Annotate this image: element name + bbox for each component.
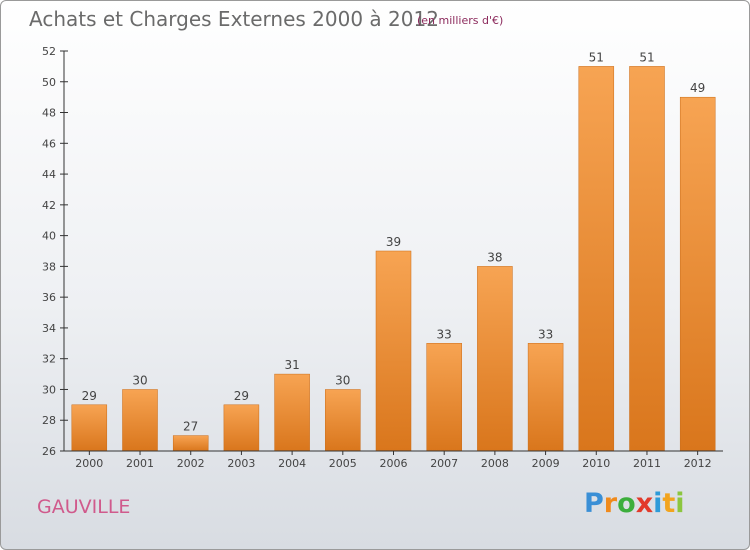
x-tick-label-2000: 2000 (75, 457, 103, 470)
x-tick-label-2009: 2009 (532, 457, 560, 470)
y-tick-label-48: 48 (42, 107, 56, 120)
y-tick-label-50: 50 (42, 76, 56, 89)
bar-2010 (578, 66, 615, 452)
value-labels-group: 29 30 27 29 31 30 39 33 38 33 51 51 49 (82, 50, 706, 433)
bar-2002 (172, 435, 209, 452)
bar-2011 (629, 66, 665, 452)
logo-letter: P (584, 488, 604, 519)
bar-2001 (122, 389, 158, 452)
bar-2009 (527, 343, 564, 452)
y-tick-label-30: 30 (42, 383, 56, 396)
logo-letter: t (662, 488, 676, 519)
bar-2012 (679, 96, 716, 452)
bar-2007 (426, 343, 462, 452)
logo-letter: i (675, 488, 685, 519)
x-axis: 2000 2001 2002 2003 2004 2005 2006 2007 2008 2009… (64, 450, 723, 470)
bars-group (71, 66, 716, 452)
x-tick-label-2002: 2002 (177, 457, 205, 470)
proxiti-logo: Proxiti (584, 488, 685, 519)
bar-2004 (274, 373, 310, 452)
y-tick-label-40: 40 (42, 230, 56, 243)
y-tick-label-42: 42 (42, 199, 56, 212)
logo-letter: x (635, 488, 654, 519)
logo-letter: i (653, 488, 663, 519)
y-axis: 26 28 30 32 34 36 38 40 42 44 46 48 50 52 (42, 45, 68, 458)
y-tick-label-38: 38 (42, 260, 56, 273)
y-tick-label-28: 28 (42, 414, 56, 427)
bar-2006 (375, 250, 412, 452)
logo-letter: o (617, 488, 636, 519)
bar-2003 (223, 404, 260, 452)
value-label-2003: 29 (234, 389, 249, 403)
chart-title: Achats et Charges Externes 2000 à 2012 (29, 7, 439, 31)
y-tick-label-26: 26 (42, 445, 56, 458)
value-label-2006: 39 (386, 235, 401, 249)
value-label-2002: 27 (183, 420, 198, 434)
commune-name: GAUVILLE (37, 496, 131, 518)
y-tick-label-46: 46 (42, 137, 56, 150)
value-label-2007: 33 (437, 327, 452, 341)
y-tick-label-36: 36 (42, 291, 56, 304)
y-tick-label-32: 32 (42, 353, 56, 366)
x-tick-label-2003: 2003 (227, 457, 255, 470)
chart-subtitle: (en milliers d'€) (417, 14, 504, 27)
y-tick-label-44: 44 (42, 168, 56, 181)
x-tick-label-2001: 2001 (126, 457, 154, 470)
value-label-2004: 31 (284, 358, 299, 372)
value-label-2011: 51 (639, 50, 654, 64)
bar-2000 (71, 404, 108, 452)
x-tick-label-2005: 2005 (329, 457, 357, 470)
y-tick-label-52: 52 (42, 45, 56, 58)
x-tick-label-2011: 2011 (633, 457, 661, 470)
bar-2005 (325, 389, 361, 452)
value-label-2010: 51 (589, 50, 604, 64)
value-label-2008: 38 (487, 250, 502, 264)
value-label-2005: 30 (335, 374, 350, 388)
logo-letter: r (603, 488, 618, 519)
x-tick-label-2012: 2012 (684, 457, 712, 470)
y-tick-label-34: 34 (42, 322, 56, 335)
value-label-2012: 49 (690, 81, 705, 95)
x-tick-label-2010: 2010 (582, 457, 610, 470)
bar-2008 (477, 266, 513, 452)
x-tick-label-2006: 2006 (380, 457, 408, 470)
x-tick-label-2007: 2007 (430, 457, 458, 470)
value-label-2009: 33 (538, 327, 553, 341)
value-label-2001: 30 (132, 374, 147, 388)
value-label-2000: 29 (82, 389, 97, 403)
x-tick-label-2004: 2004 (278, 457, 306, 470)
x-tick-label-2008: 2008 (481, 457, 509, 470)
